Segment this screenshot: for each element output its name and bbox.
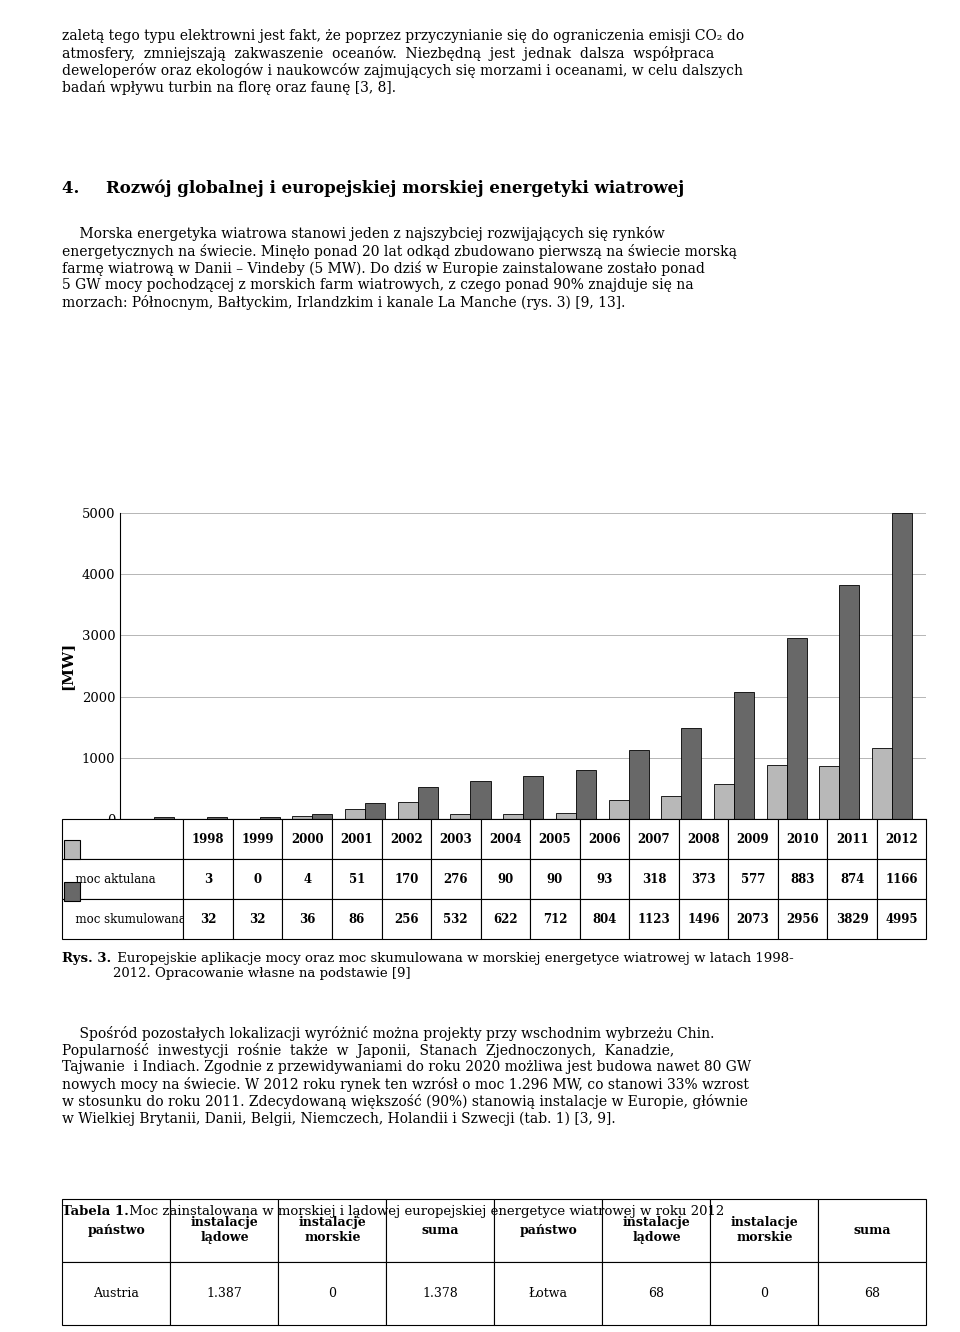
Bar (734, 693, 754, 819)
Bar (820, 766, 839, 819)
Text: Rozwój globalnej i europejskiej morskiej energetyki wiatrowej: Rozwój globalnej i europejskiej morskiej… (106, 180, 684, 197)
Bar (64, 839, 80, 859)
Bar (64, 882, 80, 900)
Bar (892, 513, 912, 819)
Bar (767, 765, 787, 819)
Text: Spośród pozostałych lokalizacji wyróżnić można projekty przy wschodnim wybrzeżu : Spośród pozostałych lokalizacji wyróżnić… (62, 1026, 752, 1126)
Bar (609, 799, 629, 819)
Text: 4.: 4. (62, 180, 97, 197)
Bar (872, 747, 892, 819)
Bar (661, 797, 682, 819)
Bar (312, 814, 332, 819)
Y-axis label: [MW]: [MW] (60, 642, 75, 690)
Bar (714, 783, 734, 819)
Bar (556, 814, 576, 819)
Text: Moc zainstalowana w morskiej i lądowej europejskiej energetyce wiatrowej w roku : Moc zainstalowana w morskiej i lądowej e… (125, 1205, 724, 1219)
Bar (345, 809, 365, 819)
Bar (470, 781, 491, 819)
Text: zaletą tego typu elektrowni jest fakt, że poprzez przyczynianie się do ogranicze: zaletą tego typu elektrowni jest fakt, ż… (62, 29, 745, 95)
Bar (682, 727, 702, 819)
Bar (207, 818, 227, 819)
Bar (259, 817, 279, 819)
Text: Rys. 3.: Rys. 3. (62, 952, 111, 966)
Bar (629, 750, 649, 819)
Bar (450, 814, 470, 819)
Bar (503, 814, 523, 819)
Bar (293, 817, 312, 819)
Text: Europejskie aplikacje mocy oraz moc skumulowana w morskiej energetyce wiatrowej : Europejskie aplikacje mocy oraz moc skum… (113, 952, 794, 980)
Bar (365, 803, 385, 819)
Bar (155, 818, 175, 819)
Bar (839, 585, 859, 819)
Bar (397, 802, 418, 819)
Bar (418, 787, 438, 819)
Bar (576, 770, 596, 819)
Text: Morska energetyka wiatrowa stanowi jeden z najszybciej rozwijających się rynków
: Morska energetyka wiatrowa stanowi jeden… (62, 226, 737, 310)
Text: Tabela 1.: Tabela 1. (62, 1205, 130, 1219)
Bar (787, 638, 806, 819)
Bar (523, 775, 543, 819)
